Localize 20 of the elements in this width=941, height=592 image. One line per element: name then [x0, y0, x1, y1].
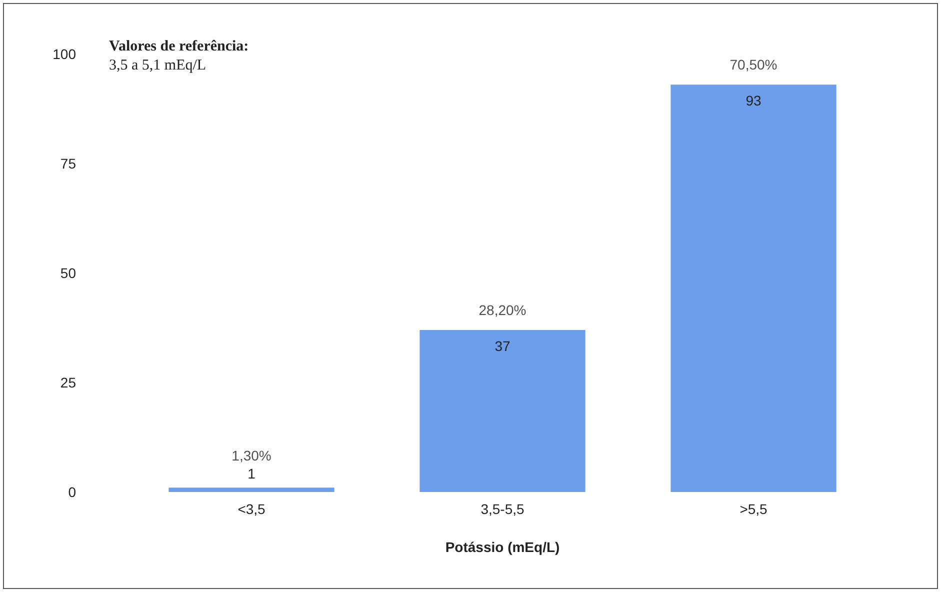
annotation: Valores de referência:	[109, 38, 249, 54]
bar	[168, 488, 334, 492]
x-tick-label: 3,5-5,5	[480, 501, 525, 517]
data-label: 93	[746, 92, 762, 109]
data-label: 1	[248, 466, 256, 482]
bar	[670, 84, 836, 492]
annotation: 28,20%	[478, 302, 526, 318]
annotation: 3,5 a 5,1 mEq/L	[109, 58, 206, 74]
x-tick-label: <3,5	[238, 501, 266, 517]
x-tick-label: >5,5	[740, 501, 768, 517]
bar	[420, 330, 586, 492]
annotation: 70,50%	[730, 56, 778, 73]
data-label: 37	[494, 338, 510, 354]
y-tick-label: 25	[60, 374, 76, 390]
y-tick-label: 50	[60, 265, 76, 281]
y-tick-label: 100	[52, 46, 76, 62]
y-tick-label: 0	[68, 484, 76, 500]
y-tick-label: 75	[60, 156, 76, 172]
x-axis-title: Potássio (mEq/L)	[445, 539, 560, 555]
annotation: 1,30%	[232, 448, 272, 464]
